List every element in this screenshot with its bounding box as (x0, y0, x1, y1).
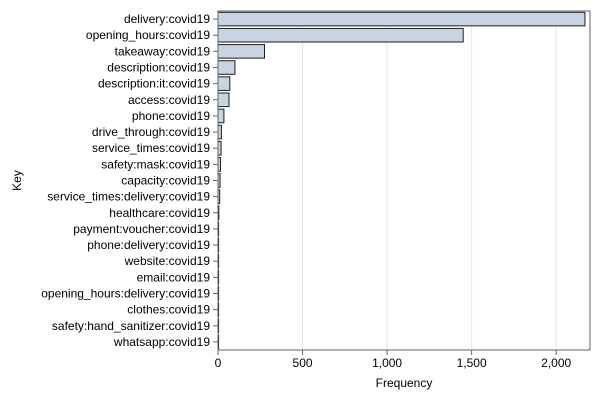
y-tick-label: safety:mask:covid19 (101, 157, 210, 171)
y-tick-label: healthcare:covid19 (109, 206, 210, 220)
bar-opening_hours:covid19 (217, 27, 464, 43)
y-tick-label: whatsapp:covid19 (113, 335, 210, 349)
y-tick-label: email:covid19 (137, 270, 211, 284)
y-tick-label: website:covid19 (124, 254, 211, 268)
x-tick-label: 2,000 (541, 356, 571, 370)
bar-phone:covid19 (217, 108, 225, 124)
bar-layer (217, 11, 586, 350)
y-tick-label: opening_hours:delivery:covid19 (41, 287, 210, 301)
y-tick-label: description:it:covid19 (98, 77, 210, 91)
y-tick-label: drive_through:covid19 (92, 125, 210, 139)
bar-description:covid19 (217, 60, 236, 75)
x-axis-title: Frequency (376, 376, 433, 390)
y-tick-label: capacity:covid19 (121, 174, 210, 188)
bar-delivery:covid19 (217, 11, 586, 27)
bar-description:it:covid19 (217, 76, 231, 91)
x-tick-label: 0 (215, 356, 222, 370)
bar-drive_through:covid19 (217, 124, 222, 140)
y-tick-label: service_times:covid19 (92, 141, 210, 155)
y-tick-label: phone:covid19 (132, 109, 210, 123)
y-tick-label: safety:hand_sanitizer:covid19 (52, 319, 210, 333)
y-tick-label: payment:voucher:covid19 (73, 222, 210, 236)
x-tick-label: 1,000 (372, 356, 402, 370)
x-tick-label: 500 (293, 356, 313, 370)
y-tick-label: description:covid19 (107, 61, 210, 75)
y-tick-label: delivery:covid19 (124, 12, 210, 26)
y-tick-label: opening_hours:covid19 (86, 28, 210, 42)
y-axis: delivery:covid19 opening_hours:covid19tak… (41, 12, 218, 349)
bar-access:covid19 (217, 92, 230, 108)
y-tick-label: takeaway:covid19 (115, 44, 211, 58)
y-tick-label: service_times:delivery:covid19 (47, 190, 210, 204)
grid-layer (302, 11, 557, 350)
x-axis: 0 500 1,000 1,500 2,000 (215, 350, 572, 370)
bar-takeaway:covid19 (217, 44, 265, 59)
x-tick-label: 1,500 (457, 356, 487, 370)
y-axis-title: Key (10, 170, 24, 191)
plot-frame (217, 10, 591, 351)
y-tick-label: clothes:covid19 (127, 303, 210, 317)
y-tick-label: phone:delivery:covid19 (87, 238, 210, 252)
y-tick-label: access:covid19 (128, 93, 210, 107)
